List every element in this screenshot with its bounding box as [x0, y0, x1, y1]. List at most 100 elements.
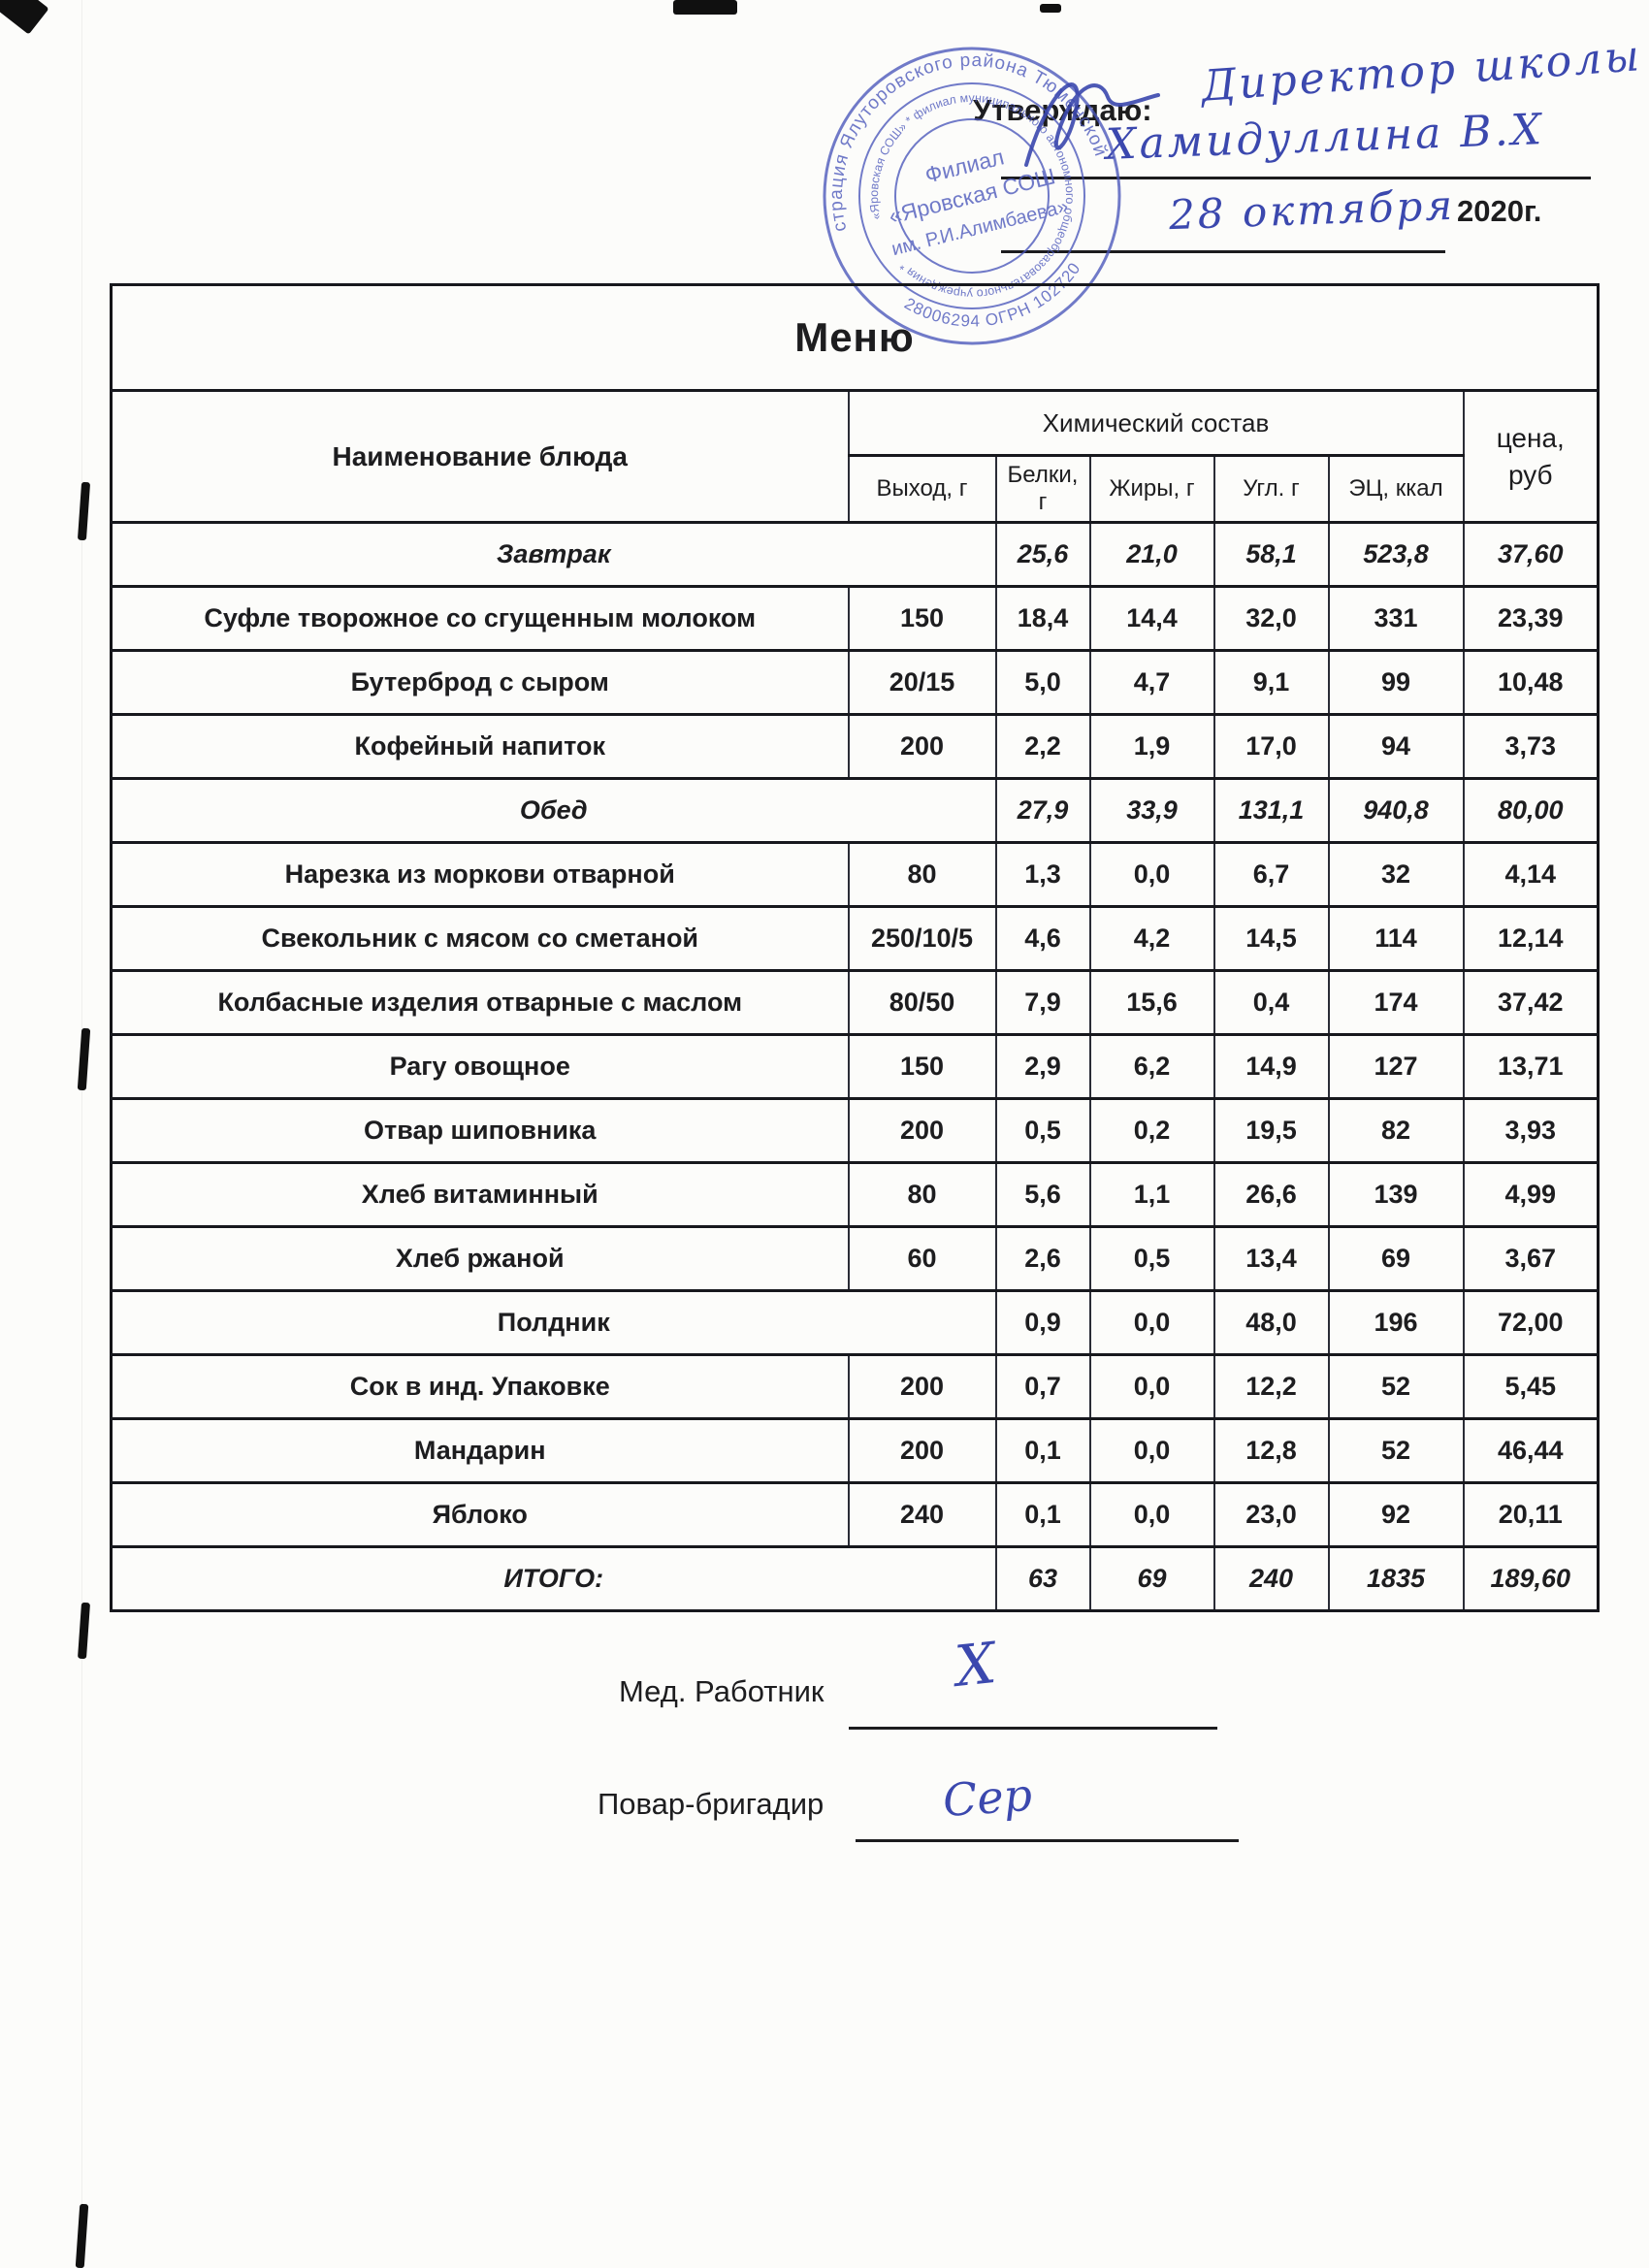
year-label: 2020г.	[1457, 194, 1542, 228]
price-cell: 20,11	[1462, 1481, 1600, 1548]
dish-name-cell: ИТОГО:	[110, 1545, 997, 1612]
protein-cell: 0,5	[994, 1097, 1091, 1164]
scan-artifact	[0, 0, 49, 35]
fat-cell: 1,1	[1088, 1161, 1215, 1228]
col-header-chem: Химический состав	[847, 389, 1465, 457]
protein-cell: 4,6	[994, 905, 1091, 972]
carb-cell: 23,0	[1212, 1481, 1330, 1548]
dish-name-cell: Колбасные изделия отварные с маслом	[110, 969, 850, 1036]
signature-underline	[1001, 177, 1591, 179]
carb-cell: 48,0	[1212, 1289, 1330, 1356]
dish-name-cell: Хлеб витаминный	[110, 1161, 850, 1228]
table-row: Полдник 0,9 0,0 48,0 196 72,00	[110, 1289, 1600, 1356]
table-row: Суфле творожное со сгущенным молоком 150 1…	[110, 585, 1600, 652]
col-header-out: Выход, г	[847, 454, 997, 524]
out-cell: 80	[847, 841, 997, 908]
protein-cell: 2,9	[994, 1033, 1091, 1100]
protein-cell: 2,6	[994, 1225, 1091, 1292]
protein-cell: 0,1	[994, 1481, 1091, 1548]
dish-name-cell: Обед	[110, 777, 997, 844]
price-cell: 3,67	[1462, 1225, 1600, 1292]
protein-cell: 1,3	[994, 841, 1091, 908]
med-worker-label: Мед. Работник	[619, 1674, 824, 1708]
dish-name-cell: Полдник	[110, 1289, 997, 1356]
table-row: Колбасные изделия отварные с маслом 80/50…	[110, 969, 1600, 1036]
protein-cell: 0,9	[994, 1289, 1091, 1356]
col-header-kcal: ЭЦ, ккал	[1327, 454, 1465, 524]
carb-cell: 14,5	[1212, 905, 1330, 972]
table-row: Нарезка из моркови отварной 80 1,3 0,0 6,7 32…	[110, 841, 1600, 908]
fat-cell: 0,5	[1088, 1225, 1215, 1292]
dish-name-cell: Завтрак	[110, 521, 997, 588]
price-cell: 10,48	[1462, 649, 1600, 716]
protein-cell: 27,9	[994, 777, 1091, 844]
col-header-fat: Жиры, г	[1088, 454, 1215, 524]
out-cell: 250/10/5	[847, 905, 997, 972]
table-row: Хлеб витаминный 80 5,6 1,1 26,6 139 4,99	[110, 1161, 1600, 1228]
med-worker-signature: Х	[952, 1630, 999, 1700]
col-header-price: цена, руб	[1462, 389, 1600, 524]
out-cell: 80/50	[847, 969, 997, 1036]
carb-cell: 12,8	[1212, 1417, 1330, 1484]
kcal-cell: 523,8	[1327, 521, 1465, 588]
fat-cell: 69	[1088, 1545, 1215, 1612]
menu-table: Меню Наименование блюда Химический соста…	[110, 283, 1600, 1612]
price-cell: 5,45	[1462, 1353, 1600, 1420]
dish-name-cell: Бутерброд с сыром	[110, 649, 850, 716]
price-cell: 4,14	[1462, 841, 1600, 908]
binding-mark	[75, 2203, 89, 2268]
table-row: Яблоко 240 0,1 0,0 23,0 92 20,11	[110, 1481, 1600, 1548]
dish-name-cell: Свекольник с мясом со сметаной	[110, 905, 850, 972]
out-cell: 200	[847, 1417, 997, 1484]
fat-cell: 0,0	[1088, 1289, 1215, 1356]
kcal-cell: 331	[1327, 585, 1465, 652]
protein-cell: 63	[994, 1545, 1091, 1612]
dish-name-cell: Мандарин	[110, 1417, 850, 1484]
out-cell: 20/15	[847, 649, 997, 716]
out-cell: 150	[847, 1033, 997, 1100]
kcal-cell: 1835	[1327, 1545, 1465, 1612]
cook-brigadier-label: Повар-бригадир	[598, 1787, 824, 1821]
date-underline	[1001, 250, 1445, 253]
out-cell: 150	[847, 585, 997, 652]
binding-mark	[77, 481, 91, 541]
dish-name-cell: Кофейный напиток	[110, 713, 850, 780]
fat-cell: 0,0	[1088, 1481, 1215, 1548]
fat-cell: 33,9	[1088, 777, 1215, 844]
carb-cell: 58,1	[1212, 521, 1330, 588]
fat-cell: 15,6	[1088, 969, 1215, 1036]
table-row: Завтрак 25,6 21,0 58,1 523,8 37,60	[110, 521, 1600, 588]
table-row: Отвар шиповника 200 0,5 0,2 19,5 82 3,93	[110, 1097, 1600, 1164]
fat-cell: 0,0	[1088, 1417, 1215, 1484]
out-cell: 80	[847, 1161, 997, 1228]
table-row: Обед 27,9 33,9 131,1 940,8 80,00	[110, 777, 1600, 844]
kcal-cell: 52	[1327, 1417, 1465, 1484]
kcal-cell: 82	[1327, 1097, 1465, 1164]
cook-brigadier-underline	[856, 1839, 1239, 1842]
dish-name-cell: Хлеб ржаной	[110, 1225, 850, 1292]
out-cell: 200	[847, 1097, 997, 1164]
carb-cell: 0,4	[1212, 969, 1330, 1036]
carb-cell: 17,0	[1212, 713, 1330, 780]
protein-cell: 2,2	[994, 713, 1091, 780]
fat-cell: 14,4	[1088, 585, 1215, 652]
scan-artifact	[673, 0, 737, 15]
table-row: Хлеб ржаной 60 2,6 0,5 13,4 69 3,67	[110, 1225, 1600, 1292]
fat-cell: 4,2	[1088, 905, 1215, 972]
dish-name-cell: Нарезка из моркови отварной	[110, 841, 850, 908]
kcal-cell: 114	[1327, 905, 1465, 972]
col-header-carb: Угл. г	[1212, 454, 1330, 524]
price-cell: 189,60	[1462, 1545, 1600, 1612]
price-cell: 72,00	[1462, 1289, 1600, 1356]
protein-cell: 7,9	[994, 969, 1091, 1036]
carb-cell: 131,1	[1212, 777, 1330, 844]
binding-mark	[77, 1027, 91, 1091]
scan-artifact	[1040, 4, 1061, 13]
protein-cell: 18,4	[994, 585, 1091, 652]
kcal-cell: 99	[1327, 649, 1465, 716]
cook-brigadier-signature: Сер	[941, 1767, 1034, 1828]
dish-name-cell: Сок в инд. Упаковке	[110, 1353, 850, 1420]
table-row: Кофейный напиток 200 2,2 1,9 17,0 94 3,73	[110, 713, 1600, 780]
dish-name-cell: Яблоко	[110, 1481, 850, 1548]
